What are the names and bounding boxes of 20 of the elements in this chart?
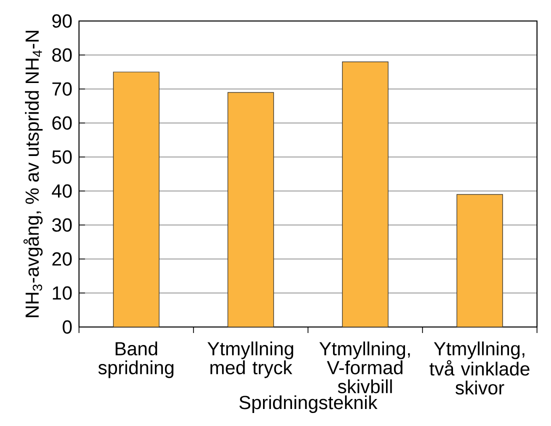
x-tick-label: Ytmyllning, två vinklade skivor <box>430 342 530 395</box>
y-axis-title: NH$_{3}$-avgång, % av utspridd NH$_{4}$-N <box>23 30 43 318</box>
y-tick-label: 10 <box>52 286 72 300</box>
bar <box>228 92 274 327</box>
x-tick-label: Ytmyllning med tryck <box>208 342 294 378</box>
y-tick-label: 90 <box>52 14 72 28</box>
x-tick-label: Band spridning <box>98 342 174 378</box>
x-tick-label: Ytmyllning, V-formad skivbill <box>319 342 410 394</box>
bar <box>342 62 388 327</box>
bar <box>456 194 503 327</box>
y-tick-label: 30 <box>52 218 72 232</box>
y-tick-label: 80 <box>52 48 72 62</box>
y-tick-label: 40 <box>52 184 72 198</box>
y-tick-label: 60 <box>52 116 72 130</box>
y-tick-label: 50 <box>52 150 72 164</box>
y-tick-label: 20 <box>52 252 72 266</box>
x-axis-title: Spridningsteknik <box>239 395 378 413</box>
y-tick-label: 70 <box>52 82 72 96</box>
bar <box>113 72 160 327</box>
y-tick-label: 0 <box>62 320 72 334</box>
